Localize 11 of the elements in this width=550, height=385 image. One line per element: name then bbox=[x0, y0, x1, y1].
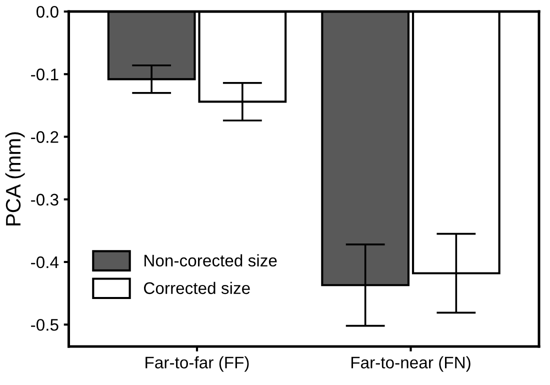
y-tick-label: 0.0 bbox=[36, 6, 58, 18]
y-axis-title: PCA (mm) bbox=[5, 132, 25, 226]
legend-label: Non-corected size bbox=[144, 254, 277, 266]
y-tick-label: -0.1 bbox=[31, 68, 58, 80]
y-tick-label: -0.5 bbox=[31, 318, 58, 331]
x-tick-label: Far-to-near (FN) bbox=[351, 356, 470, 372]
y-tick-label: -0.4 bbox=[31, 256, 59, 268]
x-tick-label: Far-to-far (FF) bbox=[146, 356, 249, 372]
y-tick-label: -0.3 bbox=[31, 194, 58, 206]
legend-label: Corrected size bbox=[144, 282, 250, 294]
y-tick-label: -0.2 bbox=[31, 131, 58, 143]
